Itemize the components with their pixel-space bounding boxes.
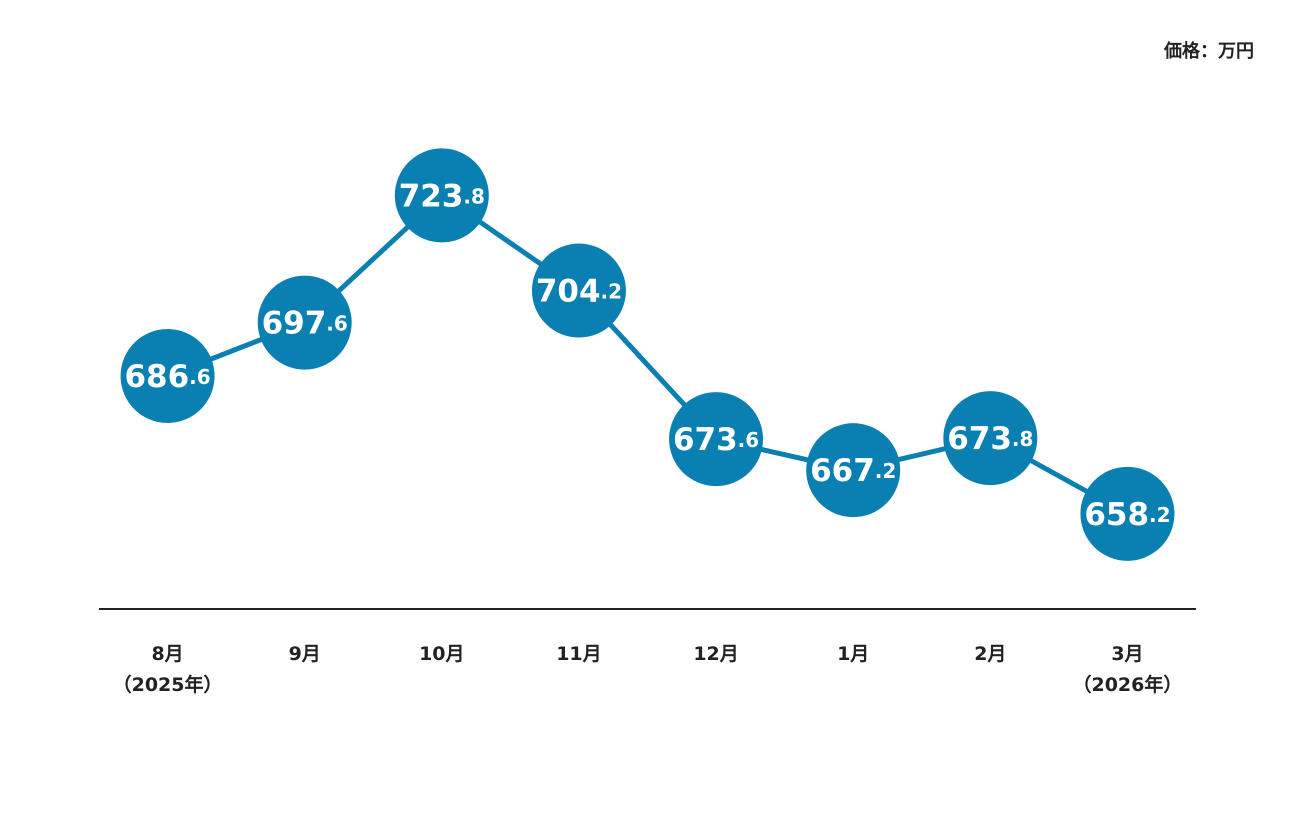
value-label: 667.2 [810, 453, 896, 489]
x-tick-label: 1月 [837, 643, 869, 665]
value-label: 697.6 [262, 305, 348, 341]
value-label: 704.2 [536, 273, 622, 309]
point [120, 328, 215, 423]
x-tick-label: 11月 [556, 643, 601, 665]
point [1080, 466, 1175, 561]
value-label: 723.8 [399, 178, 485, 214]
value-label: 673.8 [947, 421, 1033, 457]
x-tick-label: 10月 [419, 643, 464, 665]
value-label: 673.6 [673, 422, 759, 458]
x-tick-label: 3月（2026年） [1072, 643, 1182, 696]
value-label: 686.6 [124, 358, 210, 394]
x-tick-label: 12月 [693, 643, 738, 665]
point [394, 148, 489, 243]
unit-label: 価格：万円 [1163, 40, 1254, 62]
point [806, 423, 901, 518]
x-tick-label: 9月 [289, 643, 321, 665]
point [669, 392, 764, 487]
point [943, 391, 1038, 486]
x-tick-label: 8月（2025年） [113, 643, 223, 696]
value-label: 658.2 [1084, 496, 1170, 532]
point [531, 243, 626, 338]
point [257, 275, 352, 370]
x-tick-label: 2月 [974, 643, 1006, 665]
